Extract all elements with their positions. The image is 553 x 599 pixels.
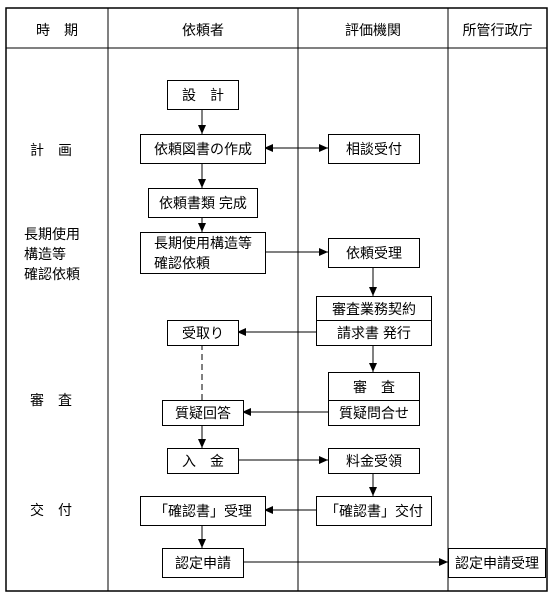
- period-plan: 計 画: [30, 140, 72, 160]
- node-accept-request: 依頼受理: [328, 238, 420, 268]
- col-header-authority: 所管行政庁: [448, 20, 547, 40]
- node-issue-cert: 「確認書」交付: [316, 496, 432, 526]
- node-consult: 相談受付: [328, 134, 420, 164]
- node-invoice: 請求書 発行: [316, 320, 432, 346]
- node-receive-cert: 「確認書」受理: [140, 496, 266, 526]
- node-submit-request: 長期使用構造等確認依頼: [140, 232, 266, 274]
- node-receive-invoice: 受取り: [167, 320, 239, 346]
- node-payment: 入 金: [167, 448, 239, 474]
- node-answer-query: 質疑回答: [162, 400, 244, 426]
- period-issue: 交 付: [30, 500, 72, 520]
- col-header-applicant: 依頼者: [108, 20, 298, 40]
- node-design: 設 計: [167, 80, 239, 110]
- node-receive-payment: 料金受領: [328, 448, 420, 474]
- node-accept-cert: 認定申請受理: [448, 548, 546, 578]
- node-contract: 審査業務契約: [316, 296, 432, 322]
- col-header-period: 時 期: [6, 20, 108, 40]
- col-header-evaluator: 評価機関: [298, 20, 448, 40]
- node-complete-docs: 依頼書類 完成: [148, 188, 258, 218]
- node-apply-cert: 認定申請: [162, 548, 244, 578]
- node-review: 審 査: [328, 372, 420, 402]
- period-review: 審 査: [30, 390, 72, 410]
- node-query: 質疑問合せ: [328, 400, 420, 426]
- node-create-docs: 依頼図書の作成: [140, 134, 266, 164]
- period-request: 長期使用構造等確認依頼: [24, 224, 80, 284]
